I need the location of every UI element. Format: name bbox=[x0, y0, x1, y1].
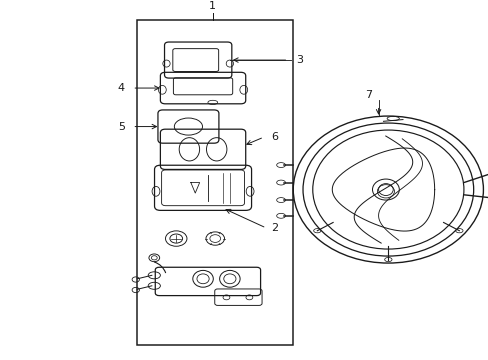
Text: 1: 1 bbox=[209, 1, 216, 11]
Text: 3: 3 bbox=[295, 55, 302, 65]
Text: 5: 5 bbox=[118, 122, 125, 131]
Text: 2: 2 bbox=[271, 223, 278, 233]
Bar bbox=[137, 20, 293, 345]
Text: 4: 4 bbox=[118, 83, 125, 93]
Text: 7: 7 bbox=[365, 90, 372, 100]
Text: 6: 6 bbox=[271, 132, 278, 142]
